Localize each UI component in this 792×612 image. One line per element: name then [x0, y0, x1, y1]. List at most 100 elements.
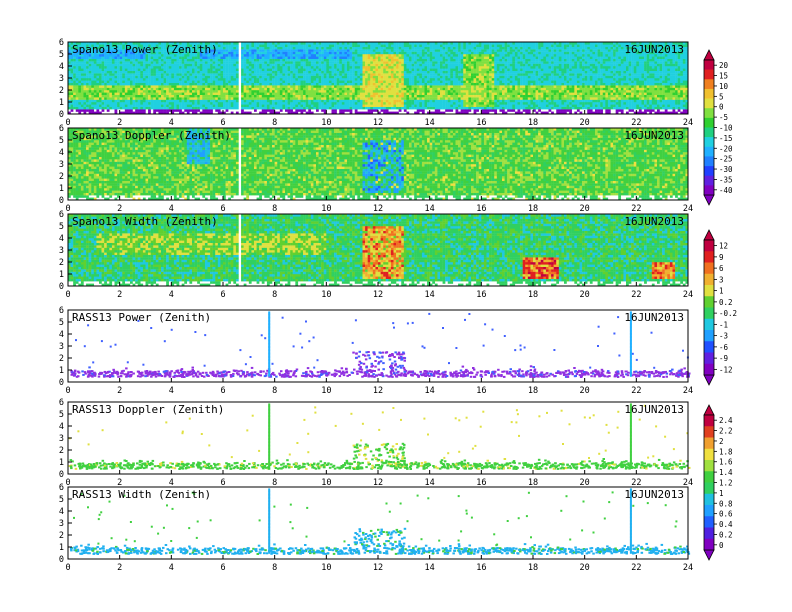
heatmap-cell: [336, 70, 340, 74]
heatmap-cell: [491, 58, 495, 62]
heatmap-cell: [153, 99, 157, 103]
heatmap-cell: [207, 111, 211, 115]
heatmap-cell: [491, 104, 495, 107]
heatmap-cell: [339, 66, 343, 69]
heatmap-cell: [194, 85, 198, 88]
heatmap-cell: [509, 46, 513, 50]
heatmap-cell: [502, 111, 505, 115]
heatmap-cell: [83, 75, 87, 79]
heatmap-cell: [290, 75, 293, 79]
heatmap-cell: [323, 58, 327, 62]
heatmap-cell: [217, 92, 221, 95]
heatmap-cell: [297, 70, 301, 74]
heatmap-cell: [318, 42, 322, 45]
heatmap-cell: [248, 99, 252, 103]
heatmap-cell: [150, 58, 154, 62]
heatmap-cell: [300, 80, 304, 83]
heatmap-cell: [202, 92, 206, 95]
heatmap-cell: [406, 99, 410, 103]
heatmap-cell: [88, 104, 92, 107]
heatmap-cell: [225, 90, 229, 93]
heatmap-cell: [290, 66, 293, 69]
heatmap-cell: [220, 90, 224, 93]
heatmap-cell: [429, 94, 433, 98]
heatmap-cell: [96, 68, 100, 71]
heatmap-cell: [419, 68, 423, 71]
heatmap-cell: [207, 85, 211, 88]
heatmap-cell: [287, 85, 291, 88]
heatmap-cell: [331, 56, 335, 59]
heatmap-cell: [308, 44, 312, 47]
heatmap-cell: [243, 44, 247, 47]
heatmap-cell: [197, 51, 200, 55]
heatmap-cell: [202, 111, 206, 115]
heatmap-cell: [303, 75, 306, 79]
heatmap-cell: [279, 42, 283, 45]
heatmap-cell: [259, 56, 262, 59]
heatmap-cell: [295, 58, 299, 62]
heatmap-cell: [414, 85, 417, 88]
heatmap-cell: [251, 80, 255, 83]
heatmap-cell: [429, 66, 433, 69]
heatmap-cell: [93, 46, 97, 50]
heatmap-cell: [432, 92, 436, 95]
heatmap-cell: [486, 49, 490, 52]
heatmap-cell: [73, 102, 76, 105]
heatmap-cell: [207, 87, 211, 91]
heatmap-cell: [230, 63, 234, 67]
heatmap-cell: [261, 61, 265, 64]
heatmap-cell: [168, 87, 172, 91]
heatmap-cell: [111, 82, 115, 86]
heatmap-cell: [463, 87, 467, 91]
heatmap-cell: [114, 106, 118, 110]
heatmap-cell: [140, 49, 144, 52]
heatmap-cell: [197, 73, 200, 76]
heatmap-cell: [378, 54, 381, 57]
heatmap-cell: [248, 82, 252, 86]
heatmap-cell: [354, 75, 358, 79]
heatmap-cell: [393, 54, 397, 57]
heatmap-cell: [450, 85, 454, 88]
heatmap-cell: [427, 68, 430, 71]
heatmap-cell: [130, 66, 133, 69]
heatmap-cell: [303, 51, 306, 55]
heatmap-cell: [344, 102, 348, 105]
heatmap-cell: [341, 99, 345, 103]
heatmap-cell: [119, 97, 123, 100]
heatmap-cell: [179, 63, 182, 67]
heatmap-cell: [468, 54, 472, 57]
heatmap-cell: [390, 68, 394, 71]
heatmap-cell: [173, 66, 177, 69]
heatmap-cell: [277, 94, 281, 98]
heatmap-cell: [256, 51, 260, 55]
heatmap-cell: [458, 80, 461, 83]
heatmap-cell: [86, 46, 89, 50]
heatmap-cell: [303, 106, 306, 110]
heatmap-cell: [341, 44, 345, 47]
heatmap-cell: [96, 104, 100, 107]
heatmap-cell: [277, 70, 281, 74]
heatmap-cell: [256, 49, 260, 52]
heatmap-cell: [254, 106, 257, 110]
heatmap-cell: [383, 70, 386, 74]
heatmap-cell: [318, 92, 322, 95]
heatmap-cell: [491, 90, 495, 93]
heatmap-cell: [251, 63, 255, 67]
heatmap-cell: [91, 99, 95, 103]
heatmap-cell: [186, 80, 190, 83]
heatmap-cell: [328, 54, 332, 57]
heatmap-cell: [414, 51, 417, 55]
heatmap-cell: [150, 104, 154, 107]
heatmap-cell: [228, 104, 231, 107]
heatmap-cell: [468, 87, 472, 91]
heatmap-cell: [398, 90, 402, 93]
heatmap-cell: [248, 87, 252, 91]
heatmap-cell: [486, 90, 490, 93]
heatmap-cell: [385, 49, 389, 52]
heatmap-cell: [504, 44, 508, 47]
heatmap-cell: [207, 109, 211, 112]
heatmap-cell: [217, 44, 221, 47]
heatmap-cell: [341, 102, 345, 105]
heatmap-cell: [452, 104, 456, 107]
heatmap-cell: [432, 99, 436, 103]
